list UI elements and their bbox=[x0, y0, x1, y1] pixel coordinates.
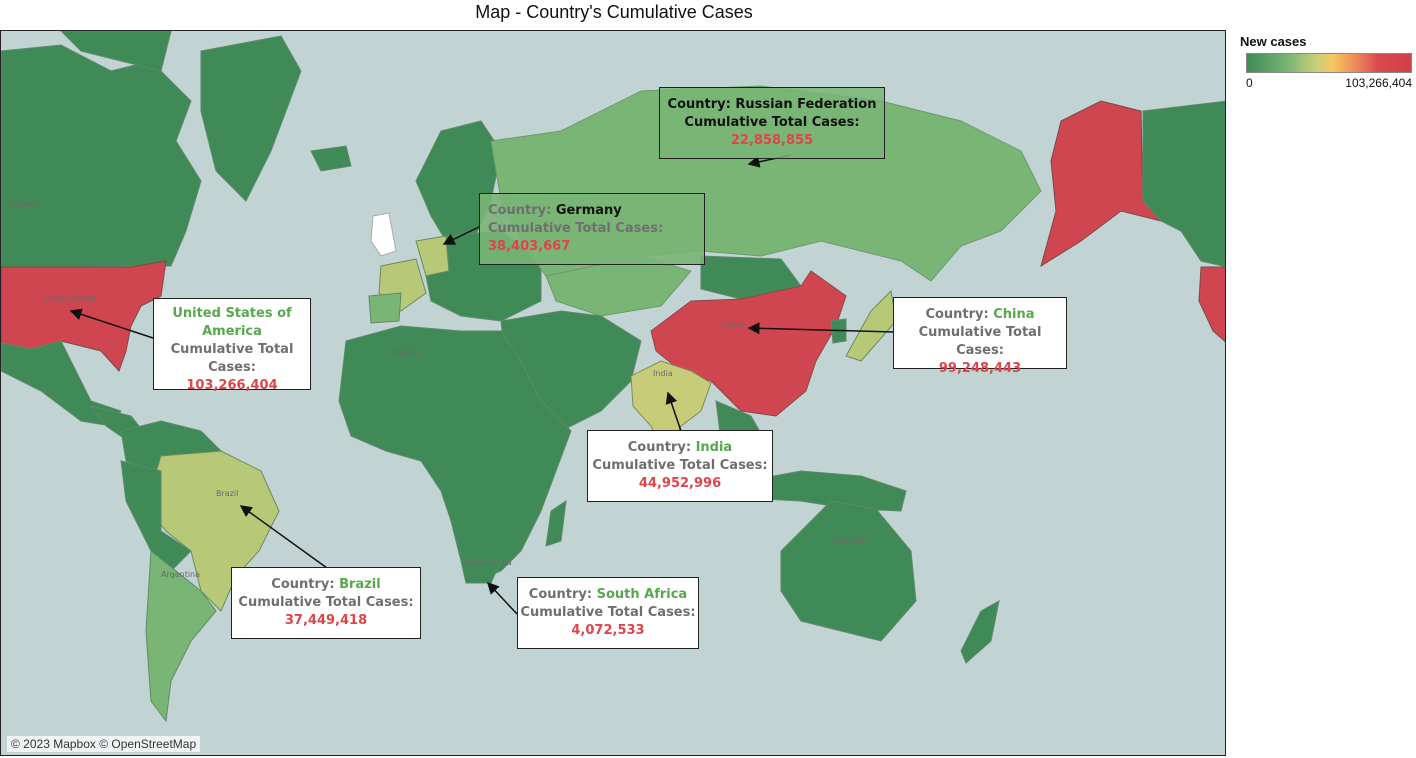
legend-labels: 0 103,266,404 bbox=[1240, 73, 1412, 90]
arrow-south-africa bbox=[486, 581, 518, 615]
color-legend: New cases 0 103,266,404 bbox=[1240, 34, 1412, 90]
callout-germany-value: 38,403,667 bbox=[488, 239, 571, 254]
callout-india-metric: Cumulative Total Cases: bbox=[592, 458, 768, 473]
greenland bbox=[200, 35, 302, 202]
callout-china-country: China bbox=[993, 307, 1035, 322]
callout-usa-metric: Cumulative Total Cases: 103,266,404 bbox=[170, 342, 294, 393]
arrow-brazil bbox=[239, 505, 328, 569]
arctic-islands bbox=[60, 31, 172, 72]
country-new-zealand bbox=[960, 600, 1000, 664]
arrow-usa bbox=[69, 308, 154, 339]
callout-india-country: India bbox=[695, 440, 733, 455]
callout-brazil-country-label: Country: bbox=[271, 577, 335, 592]
map-label-canada: Canada bbox=[7, 200, 38, 209]
legend-gradient-bar bbox=[1246, 53, 1412, 73]
callout-india-country-label: Country: bbox=[627, 440, 692, 455]
usa-east-edge bbox=[1198, 266, 1225, 342]
callout-usa-country: United States of America bbox=[172, 306, 292, 339]
country-australia bbox=[780, 500, 917, 642]
map-label-brazil: Brazil bbox=[216, 489, 238, 498]
callout-russia-country-label: Country: bbox=[667, 97, 731, 112]
arrow-germany bbox=[442, 226, 480, 245]
callout-brazil-country: Brazil bbox=[339, 577, 381, 592]
canada-east-edge bbox=[1142, 100, 1225, 268]
callout-south-africa: Country: South Africa Cumulative Total C… bbox=[517, 577, 699, 649]
callout-brazil-value: 37,449,418 bbox=[284, 613, 368, 628]
arrow-india bbox=[665, 391, 682, 432]
country-spain bbox=[368, 292, 402, 324]
callout-germany-country: Germany bbox=[555, 203, 622, 218]
callout-india: Country: India Cumulative Total Cases: 4… bbox=[587, 430, 773, 502]
callout-usa: United States of America Cumulative Tota… bbox=[153, 298, 311, 393]
madagascar bbox=[545, 499, 567, 547]
map-label-usa: United States bbox=[43, 294, 97, 303]
indonesia bbox=[745, 470, 907, 512]
callout-brazil: Country: Brazil Cumulative Total Cases: … bbox=[231, 567, 421, 639]
country-india[interactable] bbox=[630, 360, 712, 458]
country-mexico[interactable] bbox=[1, 340, 122, 427]
callout-south-africa-country: South Africa bbox=[596, 587, 688, 602]
map-label-india: India bbox=[653, 369, 673, 378]
callout-germany-country-label: Country: bbox=[488, 203, 552, 218]
callout-usa-value: 103,266,404 bbox=[186, 378, 278, 393]
legend-min-label: 0 bbox=[1246, 76, 1253, 90]
country-uk bbox=[370, 212, 397, 257]
country-brazil[interactable] bbox=[145, 450, 280, 612]
callout-russia-metric: Cumulative Total Cases: bbox=[684, 115, 860, 130]
callout-germany-metric: Cumulative Total Cases: bbox=[488, 221, 664, 236]
country-alaska[interactable] bbox=[1040, 100, 1163, 268]
arrow-china bbox=[747, 322, 895, 335]
callout-china: Country: China Cumulative Total Cases: 9… bbox=[893, 297, 1067, 376]
legend-max-label: 103,266,404 bbox=[1345, 76, 1412, 90]
map-canvas[interactable]: United States China India Brazil Austral… bbox=[0, 30, 1226, 756]
callout-south-africa-value: 4,072,533 bbox=[571, 623, 645, 638]
map-label-algeria: Algeria bbox=[391, 348, 419, 357]
country-argentina-chile bbox=[145, 550, 217, 723]
africa[interactable] bbox=[338, 325, 572, 582]
map-label-south-africa: South Africa bbox=[463, 558, 512, 567]
map-label-argentina: Argentina bbox=[161, 570, 200, 579]
callout-china-country-label: Country: bbox=[925, 307, 989, 322]
callout-china-value: 99,248,443 bbox=[938, 361, 1022, 376]
iceland bbox=[310, 145, 352, 172]
callout-russia-country: Russian Federation bbox=[735, 97, 877, 112]
map-label-australia: Australia bbox=[831, 536, 866, 545]
callout-russia: Country: Russian Federation Cumulative T… bbox=[659, 87, 885, 159]
callout-china-metric: Cumulative Total Cases: bbox=[918, 325, 1042, 358]
country-japan bbox=[845, 289, 897, 362]
map-label-china: China bbox=[721, 320, 744, 329]
map-attribution[interactable]: © 2023 Mapbox © OpenStreetMap bbox=[7, 736, 201, 752]
page-title: Map - Country's Cumulative Cases bbox=[475, 2, 753, 22]
legend-title: New cases bbox=[1240, 34, 1307, 49]
country-peru-bolivia bbox=[120, 460, 192, 572]
callout-south-africa-metric: Cumulative Total Cases: bbox=[520, 605, 696, 620]
callout-brazil-metric: Cumulative Total Cases: bbox=[238, 595, 414, 610]
callout-germany: Country: Germany Cumulative Total Cases:… bbox=[479, 193, 705, 265]
callout-india-value: 44,952,996 bbox=[638, 476, 722, 491]
callout-russia-value: 22,858,855 bbox=[730, 133, 814, 148]
callout-south-africa-country-label: Country: bbox=[528, 587, 593, 602]
